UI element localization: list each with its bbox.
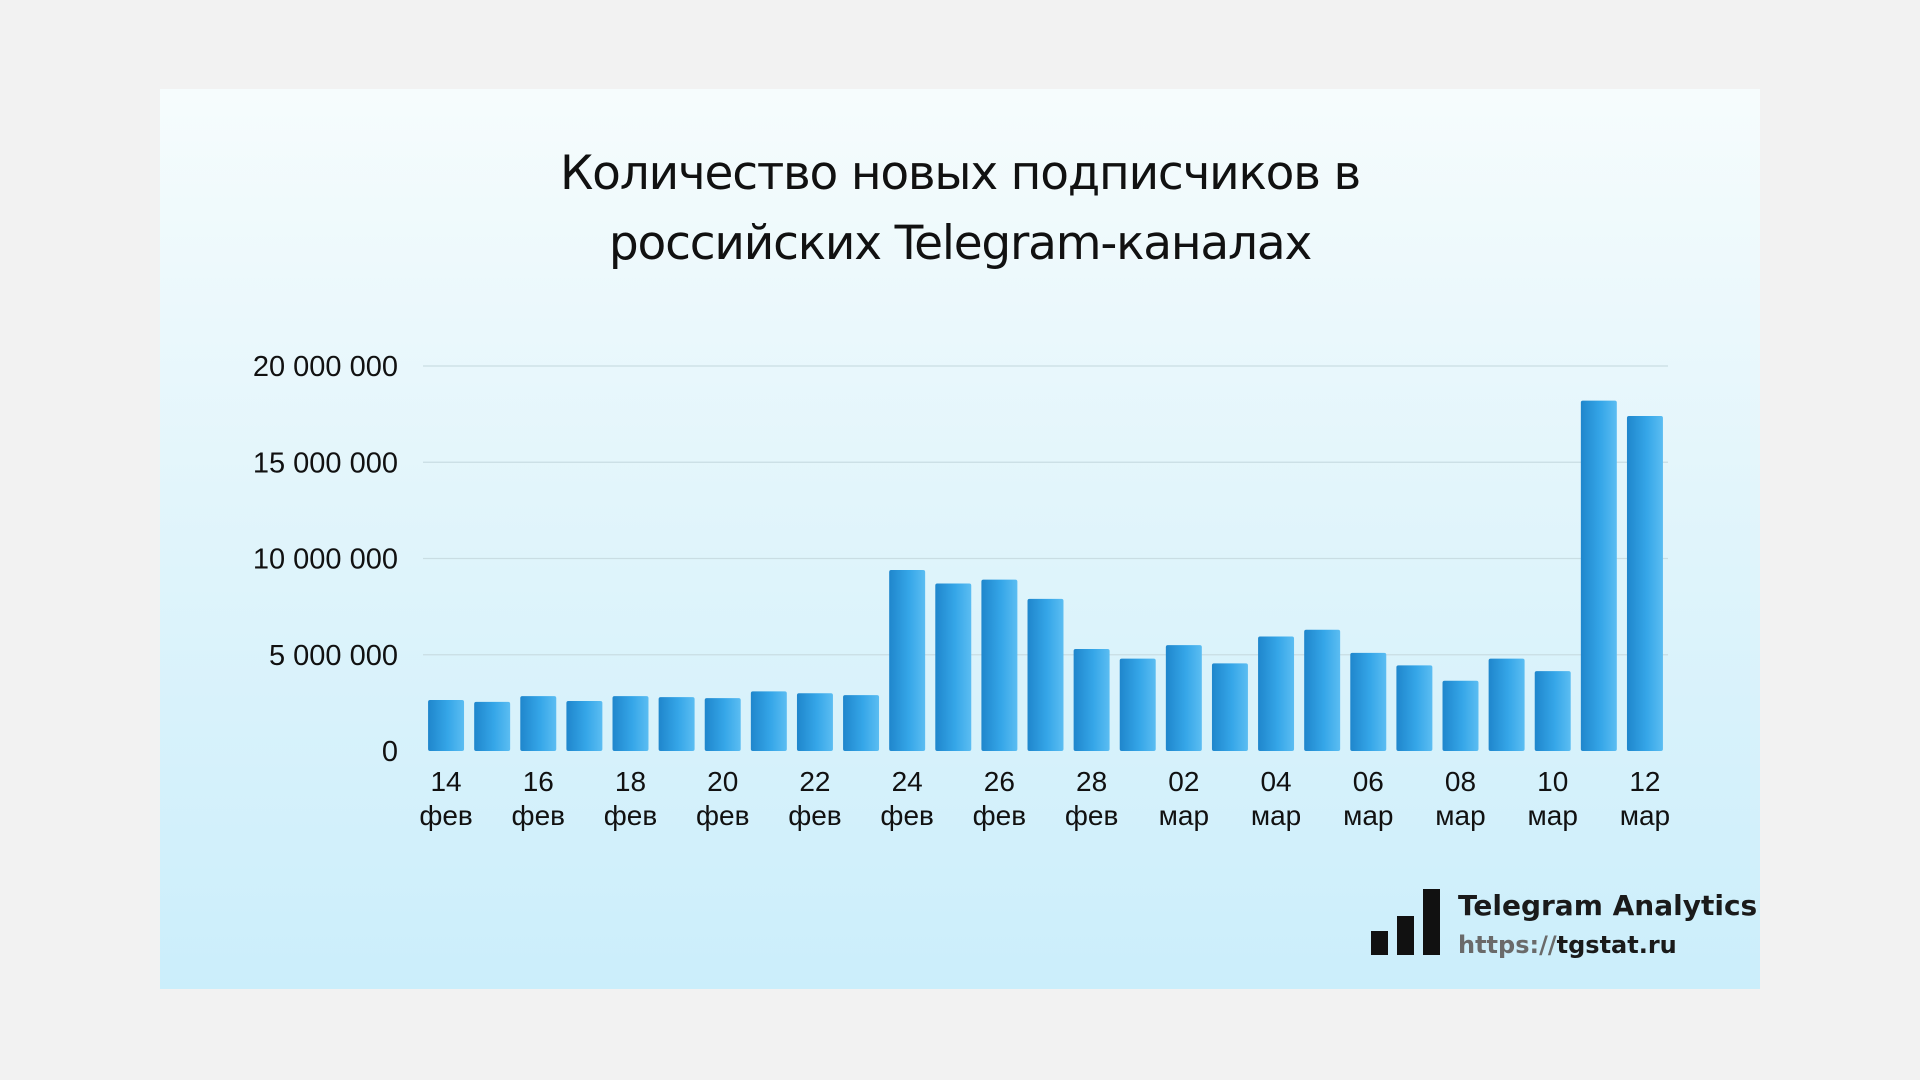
bar — [566, 700, 603, 751]
x-tick-label: 04 мар — [1251, 766, 1301, 831]
chart-card: Количество новых подписчиков в российски… — [160, 89, 1760, 989]
x-tick-label: 02 мар — [1159, 766, 1209, 831]
bar — [1165, 645, 1202, 751]
y-axis-ticks: 0 5 000 000 10 000 000 15 000 000 20 000 000 — [253, 351, 398, 768]
x-tick-label: 16 фев — [512, 766, 565, 831]
x-tick-label: 10 мар — [1528, 766, 1578, 831]
bar — [520, 696, 557, 751]
bar — [1027, 598, 1064, 751]
brand-name: Telegram Analytics — [1458, 889, 1757, 922]
bar — [750, 691, 787, 751]
bar — [889, 570, 926, 751]
x-tick-label: 26 фев — [973, 766, 1026, 831]
x-tick-label: 06 мар — [1343, 766, 1393, 831]
bar — [1258, 636, 1295, 751]
bar — [1350, 652, 1387, 751]
bar-chart-logo-icon — [1371, 889, 1440, 955]
bar-chart: Количество новых подписчиков в российски… — [253, 146, 1757, 959]
bar — [935, 583, 972, 751]
y-tick-label: 15 000 000 — [253, 447, 398, 479]
bar — [796, 693, 833, 751]
brand-logo: Telegram Analytics https://tgstat.ru — [1371, 889, 1757, 959]
bar — [1119, 658, 1156, 751]
bar — [704, 698, 741, 751]
y-tick-label: 5 000 000 — [269, 640, 398, 672]
bars — [428, 400, 1663, 751]
x-tick-label: 08 мар — [1435, 766, 1485, 831]
x-tick-label: 14 фев — [419, 766, 472, 831]
bar — [612, 696, 649, 751]
x-tick-label: 12 мар — [1620, 766, 1670, 831]
chart-title-line-2: российских Telegram-каналах — [609, 216, 1312, 271]
x-tick-label: 22 фев — [788, 766, 841, 831]
bar — [1534, 671, 1571, 751]
bar — [1304, 629, 1341, 751]
bar — [1396, 665, 1433, 751]
bar — [1626, 416, 1663, 751]
bar — [428, 699, 465, 751]
bar — [981, 579, 1018, 751]
brand-url: https://tgstat.ru — [1458, 931, 1677, 959]
bar — [474, 701, 511, 751]
bar — [843, 695, 880, 751]
chart-title-line-1: Количество новых подписчиков в — [560, 146, 1360, 201]
bar — [1211, 663, 1248, 751]
x-tick-label: 28 фев — [1065, 766, 1118, 831]
brand-url-prefix: https:// — [1458, 931, 1557, 959]
y-tick-label: 0 — [382, 736, 398, 768]
y-tick-label: 10 000 000 — [253, 544, 398, 576]
y-tick-label: 20 000 000 — [253, 351, 398, 383]
x-tick-label: 24 фев — [880, 766, 933, 831]
bar — [1488, 658, 1525, 751]
bar — [1073, 648, 1110, 751]
bar — [1580, 400, 1617, 751]
x-tick-label: 18 фев — [604, 766, 657, 831]
x-axis-ticks: 14 фев 16 фев 18 фев 20 фев 22 фев 24 фев 26 фев 28 фев… — [419, 766, 1670, 831]
brand-url-domain: tgstat.ru — [1557, 931, 1677, 959]
x-tick-label: 20 фев — [696, 766, 749, 831]
bar — [1442, 680, 1479, 751]
bar — [658, 697, 695, 751]
